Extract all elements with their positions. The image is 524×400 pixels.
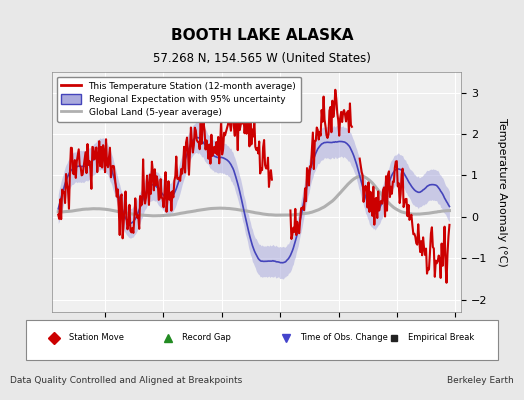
- Text: Data Quality Controlled and Aligned at Breakpoints: Data Quality Controlled and Aligned at B…: [10, 376, 243, 385]
- Text: Time of Obs. Change: Time of Obs. Change: [300, 334, 388, 342]
- Text: BOOTH LAKE ALASKA: BOOTH LAKE ALASKA: [171, 28, 353, 43]
- Text: Empirical Break: Empirical Break: [408, 334, 474, 342]
- Text: 57.268 N, 154.565 W (United States): 57.268 N, 154.565 W (United States): [153, 52, 371, 65]
- Text: Record Gap: Record Gap: [182, 334, 231, 342]
- Y-axis label: Temperature Anomaly (°C): Temperature Anomaly (°C): [497, 118, 507, 266]
- Text: Station Move: Station Move: [69, 334, 124, 342]
- Text: Berkeley Earth: Berkeley Earth: [447, 376, 514, 385]
- Legend: This Temperature Station (12-month average), Regional Expectation with 95% uncer: This Temperature Station (12-month avera…: [57, 76, 301, 122]
- FancyBboxPatch shape: [26, 320, 498, 360]
